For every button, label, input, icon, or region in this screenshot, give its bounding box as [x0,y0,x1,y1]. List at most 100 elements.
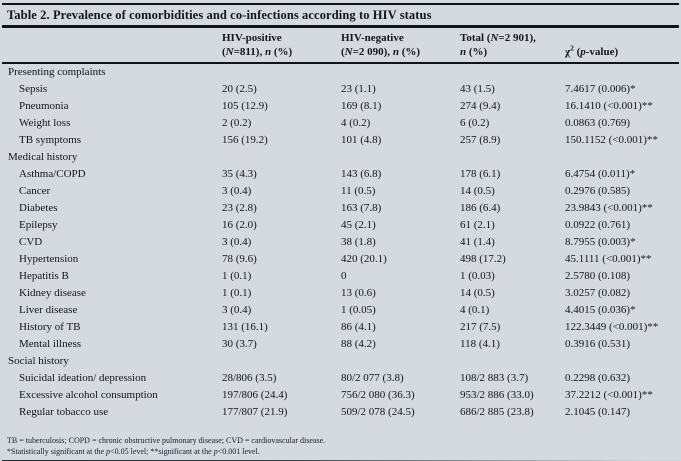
cell-chi-square: 3.0257 (0.082) [565,287,631,299]
cell-chi-square: 122.3449 (<0.001)** [565,321,659,333]
cell-hiv-negative: 756/2 080 (36.3) [341,389,415,401]
cell-hiv-positive: 3 (0.4) [222,236,252,248]
cell-hiv-negative: 11 (0.5) [341,185,376,197]
header-chi-square-line2: χ2 (p-value) [565,42,619,58]
header-hiv-negative-line2: (N=2 090), n (%) [341,45,421,58]
cell-hiv-positive: 1 (0.1) [222,287,252,299]
cell-chi-square: 2.5780 (0.108) [565,270,631,282]
cell-hiv-positive: 20 (2.5) [222,83,257,95]
cell-chi-square: 6.4754 (0.011)* [565,168,636,180]
table-row: Kidney disease 1 (0.1) 13 (0.6) 14 (0.5)… [2,285,679,302]
footnote-abbreviations: TB = tuberculosis; COPD = chronic obstru… [7,436,326,445]
table-title: Table 2. Prevalence of comorbidities and… [7,8,432,22]
cell-total: 61 (2.1) [460,219,495,231]
cell-hiv-negative: 143 (6.8) [341,168,382,180]
table-row: Suicidal ideation/ depression 28/806 (3.… [2,370,679,387]
cell-total: 4 (0.1) [460,304,490,316]
comorbidity-table: HIV-positive (N=811), n (%) HIV-negative… [2,28,679,421]
cell-total: 178 (6.1) [460,168,501,180]
cell-hiv-negative: 80/2 077 (3.8) [341,372,404,384]
cell-hiv-negative: 86 (4.1) [341,321,376,333]
cell-chi-square: 8.7955 (0.003)* [565,236,636,248]
header-hiv-negative-line1: HIV-negative [341,32,404,44]
table-row: TB symptoms 156 (19.2) 101 (4.8) 257 (8.… [2,132,679,149]
cell-chi-square: 37.2212 (<0.001)** [565,389,653,401]
cell-chi-square: 2.1045 (0.147) [565,406,631,418]
cell-chi-square: 45.1111 (<0.001)** [565,253,652,265]
cell-hiv-positive: 78 (9.6) [222,253,257,265]
row-label: Liver disease [19,304,78,316]
section-row: Presenting complaints [2,63,679,81]
cell-hiv-negative: 45 (2.1) [341,219,376,231]
title-divider-rule [2,25,679,28]
table-row: Epilepsy 16 (2.0) 45 (2.1) 61 (2.1) 0.09… [2,217,679,234]
cell-chi-square: 16.1410 (<0.001)** [565,100,653,112]
cell-hiv-positive: 16 (2.0) [222,219,257,231]
cell-hiv-positive: 3 (0.4) [222,185,252,197]
table-header: HIV-positive (N=811), n (%) HIV-negative… [2,28,679,64]
cell-hiv-positive: 3 (0.4) [222,304,252,316]
row-label: Regular tobacco use [19,406,109,418]
cell-hiv-positive: 1 (0.1) [222,270,252,282]
row-label: Asthma/COPD [19,168,86,180]
table-row: Cancer 3 (0.4) 11 (0.5) 14 (0.5) 0.2976 … [2,183,679,200]
section-label: Medical history [8,151,78,163]
header-total-line1: Total (N=2 901), [460,32,536,44]
header-hiv-negative: HIV-negative (N=2 090), n (%) [341,28,460,64]
cell-total: 6 (0.2) [460,117,490,129]
row-label: Excessive alcohol consumption [19,389,158,401]
row-label: Sepsis [19,83,48,95]
cell-hiv-positive: 105 (12.9) [222,100,268,112]
cell-total: 41 (1.4) [460,236,495,248]
cell-hiv-positive: 28/806 (3.5) [222,372,277,384]
row-label: Hepatitis B [19,270,69,282]
cell-total: 14 (0.5) [460,185,495,197]
row-label: TB symptoms [19,134,82,146]
cell-total: 1 (0.03) [460,270,495,282]
header-hiv-positive-line2: (N=811), n (%) [222,45,293,58]
cell-chi-square: 0.0863 (0.769) [565,117,631,129]
cell-chi-square: 0.2976 (0.585) [565,185,631,197]
table-row: Asthma/COPD 35 (4.3) 143 (6.8) 178 (6.1)… [2,166,679,183]
cell-chi-square: 7.4617 (0.006)* [565,83,636,95]
table-row: Hepatitis B 1 (0.1) 0 1 (0.03) 2.5780 (0… [2,268,679,285]
cell-hiv-negative: 420 (20.1) [341,253,387,265]
cell-total: 14 (0.5) [460,287,495,299]
cell-hiv-positive: 30 (3.7) [222,338,257,350]
row-label: Pneumonia [19,100,69,112]
cell-hiv-negative: 1 (0.05) [341,304,376,316]
table-row: Weight loss 2 (0.2) 4 (0.2) 6 (0.2) 0.08… [2,115,679,132]
cell-total: 498 (17.2) [460,253,506,265]
cell-hiv-negative: 163 (7.8) [341,202,382,214]
cell-total: 108/2 883 (3.7) [460,372,529,384]
cell-hiv-negative: 509/2 078 (24.5) [341,406,415,418]
cell-hiv-negative: 169 (8.1) [341,100,382,112]
cell-chi-square: 0.2298 (0.632) [565,372,631,384]
cell-total: 686/2 885 (23.8) [460,406,534,418]
row-label: Cancer [19,185,51,197]
cell-hiv-negative: 88 (4.2) [341,338,376,350]
footnote-significance: *Statistically significant at the p<0.05… [7,446,260,456]
table-row: CVD 3 (0.4) 38 (1.8) 41 (1.4) 8.7955 (0.… [2,234,679,251]
cell-chi-square: 4.4015 (0.036)* [565,304,636,316]
table-row: Sepsis 20 (2.5) 23 (1.1) 43 (1.5) 7.4617… [2,81,679,98]
header-total-line2: n (%) [460,45,488,58]
table-row: History of TB 131 (16.1) 86 (4.1) 217 (7… [2,319,679,336]
section-label: Social history [8,355,69,367]
row-label: Diabetes [19,202,58,214]
section-label: Presenting complaints [8,66,106,78]
row-label: Weight loss [19,117,71,129]
table-row: Diabetes 23 (2.8) 163 (7.8) 186 (6.4) 23… [2,200,679,217]
header-row-label [2,28,222,64]
cell-hiv-positive: 2 (0.2) [222,117,252,129]
cell-hiv-negative: 0 [341,270,347,282]
cell-hiv-negative: 101 (4.8) [341,134,382,146]
table-row: Liver disease 3 (0.4) 1 (0.05) 4 (0.1) 4… [2,302,679,319]
top-rule [2,3,679,5]
cell-total: 186 (6.4) [460,202,501,214]
row-label: CVD [19,236,43,248]
header-hiv-positive: HIV-positive (N=811), n (%) [222,28,341,64]
row-label: Suicidal ideation/ depression [19,372,147,384]
row-label: Hypertension [19,253,79,265]
